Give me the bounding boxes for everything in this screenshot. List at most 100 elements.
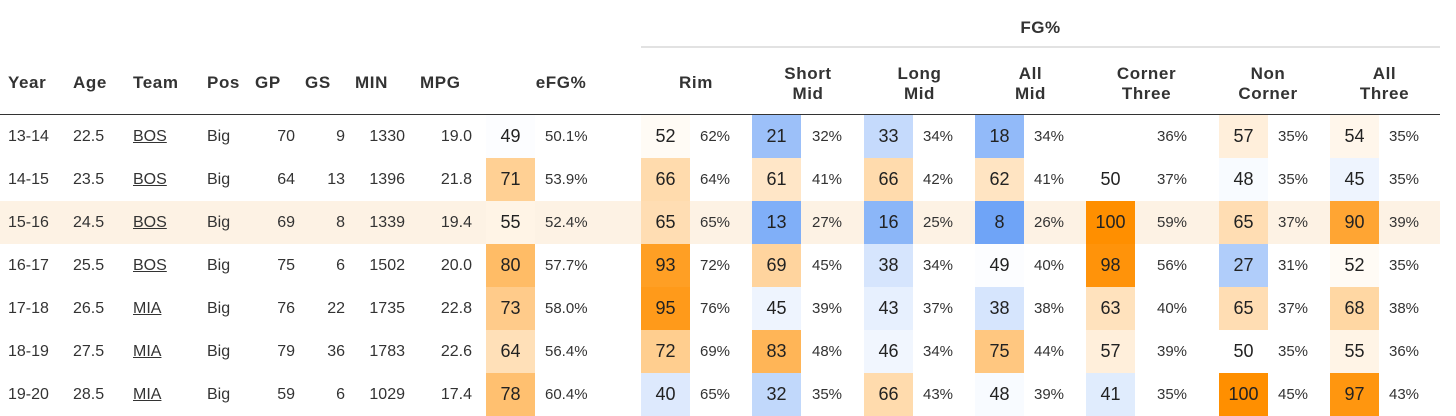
percentile-badge-corner-three [1086, 115, 1135, 158]
value-non-corner: 35% [1278, 343, 1309, 360]
col-header-line: Three [1121, 84, 1172, 103]
percentile-badge-all-mid: 18 [975, 115, 1024, 158]
percentile-badge-efg: 71 [486, 158, 535, 201]
value-non-corner: 31% [1278, 257, 1309, 274]
cell-team[interactable]: BOS [133, 128, 167, 145]
col-header-pos: Pos [207, 73, 240, 92]
col-header-rim: Rim [641, 73, 751, 93]
value-all-mid: 39% [1034, 386, 1065, 403]
percentile-badge-long-mid: 33 [864, 115, 913, 158]
cell-mpg: 21.8 [440, 171, 472, 188]
cell-year: 17-18 [8, 300, 49, 317]
percentile-badge-short-mid: 61 [752, 158, 801, 201]
percentile-badge-all-three: 68 [1330, 287, 1379, 330]
value-efg: 57.7% [545, 257, 588, 274]
cell-team[interactable]: BOS [133, 171, 167, 188]
percentile-badge-all-three: 45 [1330, 158, 1379, 201]
percentile-badge-short-mid: 69 [752, 244, 801, 287]
percentile-badge-non-corner: 48 [1219, 158, 1268, 201]
value-all-three: 35% [1389, 128, 1420, 145]
percentile-badge-non-corner: 50 [1219, 330, 1268, 373]
header-divider [0, 114, 1440, 115]
table-row: 19-20 28.5 MIA Big 59 6 1029 17.4 78 60.4% 40 65% 32… [0, 373, 1440, 416]
cell-year: 16-17 [8, 257, 49, 274]
cell-mpg: 22.8 [440, 300, 472, 317]
cell-min: 1339 [369, 214, 405, 231]
cell-gp: 64 [277, 171, 295, 188]
cell-min: 1330 [369, 128, 405, 145]
value-long-mid: 34% [923, 128, 954, 145]
col-header-line: Long [897, 64, 942, 83]
value-corner-three: 35% [1157, 386, 1188, 403]
percentile-badge-corner-three: 63 [1086, 287, 1135, 330]
col-header-line: All [1018, 64, 1043, 83]
value-non-corner: 37% [1278, 300, 1309, 317]
value-short-mid: 48% [812, 343, 843, 360]
table-row: 13-14 22.5 BOS Big 70 9 1330 19.0 49 50.1% 52 62% 21… [0, 115, 1440, 158]
percentile-badge-efg: 73 [486, 287, 535, 330]
value-all-three: 36% [1389, 343, 1420, 360]
value-all-mid: 38% [1034, 300, 1065, 317]
percentile-badge-non-corner: 57 [1219, 115, 1268, 158]
percentile-badge-efg: 80 [486, 244, 535, 287]
value-non-corner: 37% [1278, 214, 1309, 231]
value-long-mid: 34% [923, 257, 954, 274]
percentile-badge-corner-three: 100 [1086, 201, 1135, 244]
percentile-badge-long-mid: 43 [864, 287, 913, 330]
cell-gp: 76 [277, 300, 295, 317]
cell-pos: Big [207, 128, 231, 145]
cell-team[interactable]: MIA [133, 386, 162, 403]
value-efg: 60.4% [545, 386, 588, 403]
value-all-three: 35% [1389, 171, 1420, 188]
cell-team[interactable]: BOS [133, 257, 167, 274]
value-short-mid: 45% [812, 257, 843, 274]
percentile-badge-efg: 49 [486, 115, 535, 158]
percentile-badge-all-three: 55 [1330, 330, 1379, 373]
col-header-line: Mid [792, 84, 824, 103]
percentile-badge-short-mid: 45 [752, 287, 801, 330]
cell-min: 1502 [369, 257, 405, 274]
col-header-team: Team [133, 73, 179, 92]
col-header-corner-three: Corner Three [1086, 64, 1207, 104]
percentile-badge-short-mid: 13 [752, 201, 801, 244]
col-header-line: Rim [679, 73, 713, 92]
fg-group-header: FG% [1020, 18, 1061, 37]
table-row: 14-15 23.5 BOS Big 64 13 1396 21.8 71 53.9% 66 64% 6… [0, 158, 1440, 201]
col-header-line: Corner [1238, 84, 1298, 103]
value-all-mid: 40% [1034, 257, 1065, 274]
cell-age: 27.5 [73, 343, 105, 360]
cell-team[interactable]: MIA [133, 343, 162, 360]
percentile-badge-rim: 93 [641, 244, 690, 287]
cell-age: 25.5 [73, 257, 105, 274]
col-header-mpg: MPG [420, 73, 461, 92]
value-long-mid: 43% [923, 386, 954, 403]
value-corner-three: 36% [1157, 128, 1188, 145]
percentile-badge-non-corner: 100 [1219, 373, 1268, 416]
col-header-line: Non [1250, 64, 1286, 83]
table-row-highlighted: 15-16 24.5 BOS Big 69 8 1339 19.4 55 52.4% 65 65% 13… [0, 201, 1440, 244]
value-corner-three: 39% [1157, 343, 1188, 360]
percentile-badge-corner-three: 98 [1086, 244, 1135, 287]
percentile-badge-rim: 66 [641, 158, 690, 201]
percentile-badge-non-corner: 27 [1219, 244, 1268, 287]
value-corner-three: 56% [1157, 257, 1188, 274]
percentile-badge-non-corner: 65 [1219, 287, 1268, 330]
col-header-line: Mid [903, 84, 936, 103]
cell-min: 1396 [369, 171, 405, 188]
cell-gs: 8 [336, 214, 345, 231]
cell-gs: 9 [336, 128, 345, 145]
cell-year: 14-15 [8, 171, 49, 188]
cell-team[interactable]: MIA [133, 300, 162, 317]
value-all-mid: 44% [1034, 343, 1065, 360]
cell-team[interactable]: BOS [133, 214, 167, 231]
cell-min: 1735 [369, 300, 405, 317]
percentile-badge-corner-three: 41 [1086, 373, 1135, 416]
percentile-badge-long-mid: 66 [864, 373, 913, 416]
col-header-line: Corner [1116, 64, 1177, 83]
value-short-mid: 39% [812, 300, 843, 317]
cell-gs: 22 [327, 300, 345, 317]
col-header-line: eFG% [535, 73, 587, 92]
value-rim: 62% [700, 128, 731, 145]
cell-age: 24.5 [73, 214, 105, 231]
percentile-badge-efg: 55 [486, 201, 535, 244]
